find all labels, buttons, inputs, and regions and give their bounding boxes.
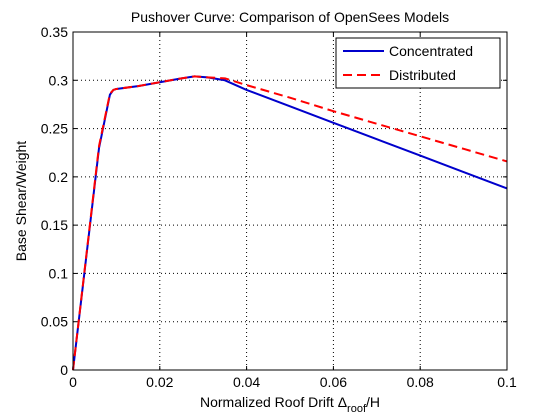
y-axis-label: Base Shear/Weight: [13, 141, 29, 261]
x-axis-label: Normalized Roof Drift Δroof/H: [200, 394, 380, 415]
y-tick-label: 0.35: [41, 24, 68, 40]
legend: Concentrated Distributed: [335, 37, 501, 89]
x-axis-label-subscript: roof: [347, 403, 367, 415]
y-tick-label: 0.15: [41, 217, 68, 233]
x-tick-label: 0.02: [146, 374, 173, 390]
y-tick-label: 0.25: [41, 121, 68, 137]
x-tick-label: 0.06: [320, 374, 347, 390]
y-tick-label: 0: [60, 362, 68, 378]
x-axis-label-main: Normalized Roof Drift Δ: [200, 394, 347, 410]
legend-label-distributed: Distributed: [389, 67, 456, 83]
series-layer: [72, 75, 508, 371]
x-tick-label: 0: [69, 374, 77, 390]
y-tick-label: 0.1: [49, 265, 69, 281]
y-tick-label: 0.05: [41, 314, 68, 330]
series-line-distributed: [72, 75, 508, 371]
series-line-concentrated: [72, 75, 508, 371]
x-axis-label-suffix: /H: [366, 394, 380, 410]
axes-box: [72, 31, 508, 371]
x-tick-label: 0.1: [497, 374, 517, 390]
x-tick-label: 0.08: [407, 374, 434, 390]
x-tick-label: 0.04: [233, 374, 260, 390]
chart-title: Pushover Curve: Comparison of OpenSees M…: [131, 9, 449, 25]
legend-label-concentrated: Concentrated: [389, 43, 473, 59]
tick-layer: 0 0.02 0.04 0.06 0.08 0.1 0 0.05 0.1 0.15 0.2 0.25 0…: [41, 24, 517, 390]
y-tick-label: 0.3: [49, 72, 69, 88]
y-tick-label: 0.2: [49, 169, 69, 185]
legend-box: [335, 37, 501, 89]
